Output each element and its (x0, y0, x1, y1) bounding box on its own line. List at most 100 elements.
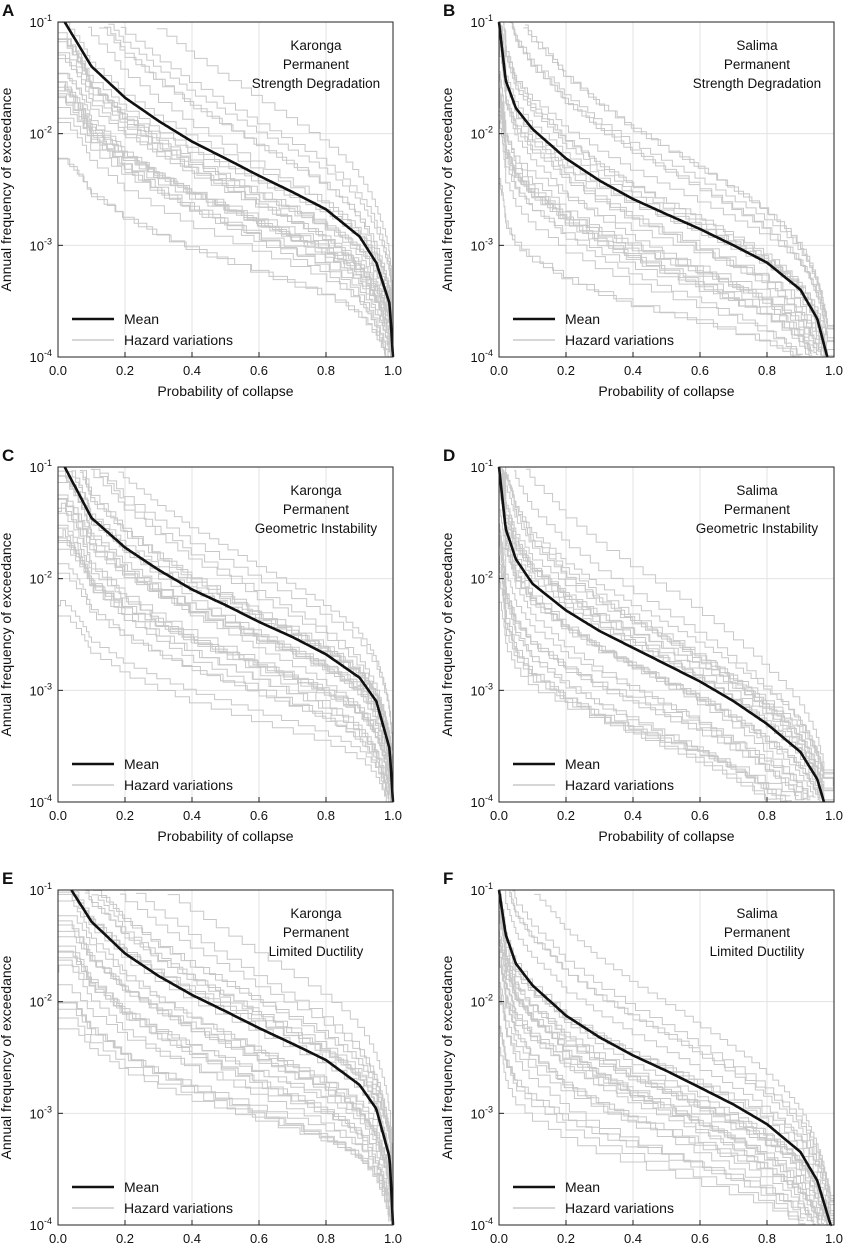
hazard-variation-curve (499, 982, 821, 1220)
x-axis-label: Probability of collapse (157, 828, 293, 844)
panel-annotation-line: Salima (736, 483, 778, 498)
y-axis-label: Annual frequency of exceedance (439, 955, 455, 1159)
hazard-variation-curve (71, 470, 391, 789)
hazard-variation-curve (58, 157, 387, 354)
y-tick-label: 10-2 (30, 125, 52, 142)
hazard-variation-curve (58, 615, 387, 797)
hazard-variation-curve (58, 936, 394, 1217)
panel-letter: D (443, 446, 455, 465)
hazard-variation-curve (58, 507, 394, 786)
x-axis-label: Probability of collapse (598, 383, 734, 399)
hazard-variation-curve (58, 90, 387, 357)
legend-variation-label: Hazard variations (565, 332, 674, 348)
axes-frame (498, 889, 835, 1226)
x-tick-label: 0.4 (183, 363, 201, 378)
legend-variation-label: Hazard variations (124, 332, 233, 348)
hazard-variation-curve (58, 548, 394, 802)
x-tick-label: 0.0 (49, 1231, 67, 1246)
hazard-variation-curve (500, 25, 819, 351)
x-tick-label: 0.2 (116, 808, 134, 823)
y-tick-label: 10-1 (30, 13, 52, 30)
grid (58, 22, 393, 357)
grid (499, 467, 834, 802)
panel-letter: A (2, 1, 14, 20)
x-tick-label: 0.2 (557, 1231, 575, 1246)
x-tick-label: 1.0 (825, 363, 843, 378)
x-tick-label: 1.0 (384, 363, 402, 378)
x-tick-label: 0.0 (49, 808, 67, 823)
x-tick-label: 0.8 (758, 1231, 776, 1246)
hazard-variation-curve (499, 546, 777, 803)
hazard-variation-curve (499, 916, 820, 1225)
x-tick-label: 0.2 (557, 363, 575, 378)
panel-D: D 0.0 0.2 0.4 0.6 0.8 1.0 10-1 10-2 10-3 10-4 Proba… (439, 446, 843, 844)
axes-frame (498, 466, 835, 803)
x-tick-label: 0.4 (624, 1231, 642, 1246)
hazard-variation-curve (534, 893, 834, 1203)
hazard-variation-curve (120, 893, 394, 1211)
hazard-variation-curve (499, 965, 834, 1217)
hazard-variation-curve (511, 22, 834, 328)
hazard-variation-curve (58, 893, 394, 1193)
x-tick-label: 0.2 (116, 1231, 134, 1246)
hazard-variation-curve (156, 28, 394, 318)
hazard-variation-curve (499, 930, 834, 1224)
hazard-variation-curve (58, 1001, 390, 1221)
hazard-variation-curve (58, 58, 394, 356)
legend-mean-label: Mean (565, 756, 600, 772)
hazard-variation-curve (499, 509, 811, 801)
x-tick-label: 1.0 (825, 1231, 843, 1246)
panel-annotation-line: Permanent (283, 502, 349, 517)
hazard-variation-curve (58, 537, 393, 797)
hazard-variation-curve (99, 27, 394, 352)
hazard-variation-curve (135, 892, 394, 1223)
hazard-variation-curve (504, 891, 834, 1215)
panel-A: A 0.0 0.2 0.4 0.6 0.8 1.0 10-1 10-2 10-3 10-4 Proba… (0, 1, 402, 399)
y-axis-label: Annual frequency of exceedance (0, 532, 14, 736)
hazard-variation-curve (499, 915, 831, 1225)
hazard-variation-curve (499, 101, 823, 356)
hazard-variation-curve (499, 906, 834, 1206)
hazard-variation-curve (499, 1047, 800, 1220)
y-tick-label: 10-2 (471, 570, 493, 587)
hazard-variation-curve (58, 1017, 391, 1217)
hazard-variation-curve (512, 890, 834, 1201)
panel-annotation-line: Strength Degradation (693, 76, 821, 91)
panel-annotation-line: Limited Ductility (269, 944, 364, 959)
hazard-variations (58, 22, 394, 357)
hazard-variation-curve (58, 95, 393, 344)
y-tick-label: 10-4 (471, 348, 493, 365)
panel-annotation-line: Permanent (724, 925, 790, 940)
hazard-variation-curve (499, 110, 825, 352)
hazard-variation-curve (511, 26, 834, 339)
hazard-variation-curve (58, 502, 389, 800)
panel-annotation-line: Salima (736, 38, 778, 53)
x-tick-label: 0.6 (250, 808, 268, 823)
axes-frame (57, 21, 394, 358)
hazard-variation-curve (58, 959, 393, 1201)
hazard-variation-curve (58, 930, 393, 1220)
hazard-variations (58, 468, 394, 803)
hazard-variation-curve (499, 525, 808, 799)
grid (499, 22, 834, 357)
axes-frame (57, 466, 394, 803)
hazard-variation-curve (58, 529, 388, 803)
x-tick-label: 0.6 (250, 1231, 268, 1246)
hazard-variation-curve (58, 122, 388, 351)
x-tick-label: 0.2 (557, 808, 575, 823)
hazard-variation-curve (58, 541, 391, 802)
y-tick-label: 10-4 (471, 793, 493, 810)
x-tick-label: 0.8 (758, 363, 776, 378)
hazard-variation-curve (501, 469, 823, 797)
hazard-variation-curve (505, 472, 824, 800)
y-tick-label: 10-4 (30, 1216, 52, 1233)
hazard-variation-curve (499, 41, 825, 357)
hazard-variation-curve (84, 470, 392, 792)
legend-mean-label: Mean (565, 311, 600, 327)
y-tick-label: 10-3 (471, 236, 493, 253)
panel-annotation-line: Limited Ductility (710, 944, 805, 959)
hazard-variation-curve (501, 471, 811, 799)
panel-letter: C (2, 446, 14, 465)
y-tick-label: 10-2 (30, 570, 52, 587)
hazard-variation-curve (79, 470, 393, 783)
